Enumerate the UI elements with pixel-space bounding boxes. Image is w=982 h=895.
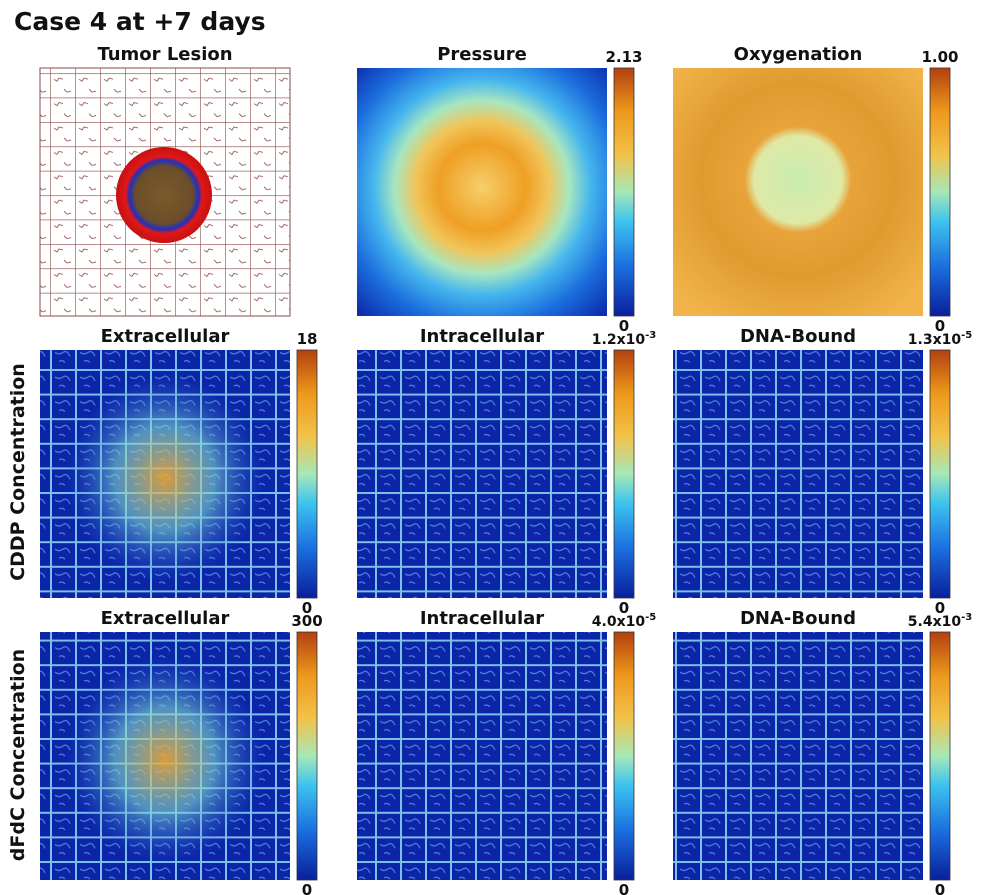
colorbar-max-mantissa: 1.3x10 xyxy=(908,332,962,348)
page-body: {"title": "Case 4 at +7 days", "row_labe… xyxy=(0,0,982,895)
heatmap xyxy=(357,68,607,316)
panel-title: DNA-Bound xyxy=(740,326,856,347)
panel-title: Extracellular xyxy=(101,608,230,629)
figure-title: Case 4 at +7 days xyxy=(14,7,266,36)
colorbar-max-exponent: -3 xyxy=(645,330,656,341)
heatmap xyxy=(357,350,607,598)
colorbar xyxy=(614,68,634,316)
panel-title: Extracellular xyxy=(101,326,230,347)
panel-title: Intracellular xyxy=(420,608,544,629)
colorbar-min-label: 0 xyxy=(302,881,312,895)
heatmap xyxy=(673,68,923,316)
colorbar-min-label: 0 xyxy=(935,881,945,895)
colorbar-max-mantissa: 4.0x10 xyxy=(592,614,646,630)
colorbar xyxy=(930,632,950,880)
heatmap-hotspot xyxy=(65,373,265,583)
row-label: dFdC Concentration xyxy=(7,649,29,861)
colorbar xyxy=(297,350,317,598)
colorbar-max-mantissa: 5.4x10 xyxy=(908,614,962,630)
colorbar-max-label: 18 xyxy=(297,330,318,348)
heatmap xyxy=(673,350,923,598)
heatmap xyxy=(673,632,923,880)
colorbar-min-label: 0 xyxy=(619,881,629,895)
heatmap-hotspot xyxy=(65,655,265,865)
colorbar-max-label: 300 xyxy=(291,612,322,630)
tumor-mass xyxy=(116,147,212,243)
figure: Case 4 at +7 days CDDP Concentration dFdC … xyxy=(0,0,982,895)
colorbar-max-label: 1.00 xyxy=(921,48,958,66)
colorbar xyxy=(930,68,950,316)
colorbar xyxy=(614,632,634,880)
colorbar xyxy=(614,350,634,598)
colorbar-max-exponent: -5 xyxy=(645,612,656,623)
heatmap xyxy=(357,632,607,880)
colorbar xyxy=(930,350,950,598)
colorbar-max-exponent: -5 xyxy=(961,330,972,341)
colorbar-max-label: 1.3x10-5 xyxy=(908,330,972,348)
panel-title: Pressure xyxy=(437,44,527,65)
colorbar-max-label: 5.4x10-3 xyxy=(908,612,972,630)
colorbar-max-label: 1.2x10-3 xyxy=(592,330,656,348)
colorbar-max-label: 2.13 xyxy=(605,48,642,66)
colorbar-max-exponent: -3 xyxy=(961,612,972,623)
panel-title: Oxygenation xyxy=(734,44,863,65)
colorbar-max-label: 4.0x10-5 xyxy=(592,612,656,630)
panel-title: Tumor Lesion xyxy=(97,44,232,65)
colorbar xyxy=(297,632,317,880)
page: Case 4 at +7 days html, body { margin: 0… xyxy=(0,0,982,895)
panel-title: Intracellular xyxy=(420,326,544,347)
row-label: CDDP Concentration xyxy=(7,363,29,581)
panel-title: DNA-Bound xyxy=(740,608,856,629)
colorbar-max-mantissa: 1.2x10 xyxy=(592,332,646,348)
